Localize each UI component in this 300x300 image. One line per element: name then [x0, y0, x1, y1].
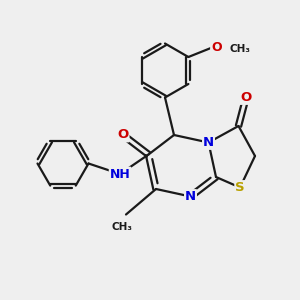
Text: O: O: [211, 41, 222, 54]
Text: O: O: [117, 128, 129, 142]
Text: O: O: [240, 91, 252, 104]
Text: NH: NH: [110, 167, 130, 181]
Text: CH₃: CH₃: [112, 222, 133, 232]
Text: N: N: [185, 190, 196, 203]
Text: S: S: [235, 181, 245, 194]
Text: CH₃: CH₃: [230, 44, 250, 54]
Text: N: N: [203, 136, 214, 149]
